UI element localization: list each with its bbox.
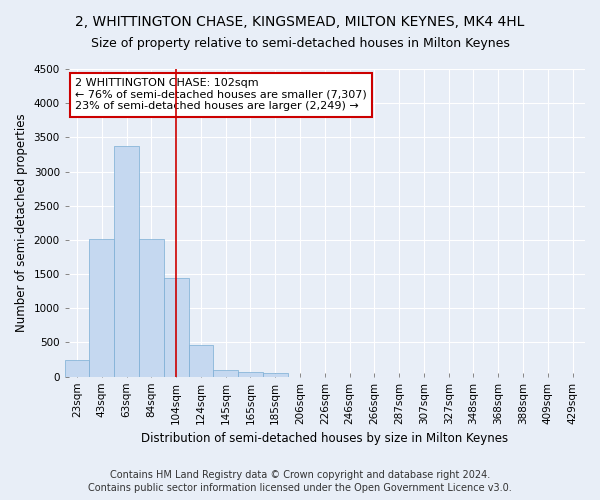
- Bar: [214, 370, 238, 376]
- Text: Size of property relative to semi-detached houses in Milton Keynes: Size of property relative to semi-detach…: [91, 38, 509, 51]
- Bar: [139, 238, 164, 376]
- Bar: [114, 146, 139, 376]
- Y-axis label: Number of semi-detached properties: Number of semi-detached properties: [15, 114, 28, 332]
- Bar: [65, 360, 89, 376]
- Text: Contains HM Land Registry data © Crown copyright and database right 2024.: Contains HM Land Registry data © Crown c…: [110, 470, 490, 480]
- Bar: [89, 238, 114, 376]
- Text: 2, WHITTINGTON CHASE, KINGSMEAD, MILTON KEYNES, MK4 4HL: 2, WHITTINGTON CHASE, KINGSMEAD, MILTON …: [76, 15, 524, 29]
- Text: Contains public sector information licensed under the Open Government Licence v3: Contains public sector information licen…: [88, 483, 512, 493]
- Bar: [238, 372, 263, 376]
- Bar: [164, 278, 188, 376]
- Bar: [188, 344, 214, 376]
- Text: 2 WHITTINGTON CHASE: 102sqm
← 76% of semi-detached houses are smaller (7,307)
23: 2 WHITTINGTON CHASE: 102sqm ← 76% of sem…: [75, 78, 367, 112]
- Bar: [263, 374, 287, 376]
- X-axis label: Distribution of semi-detached houses by size in Milton Keynes: Distribution of semi-detached houses by …: [141, 432, 508, 445]
